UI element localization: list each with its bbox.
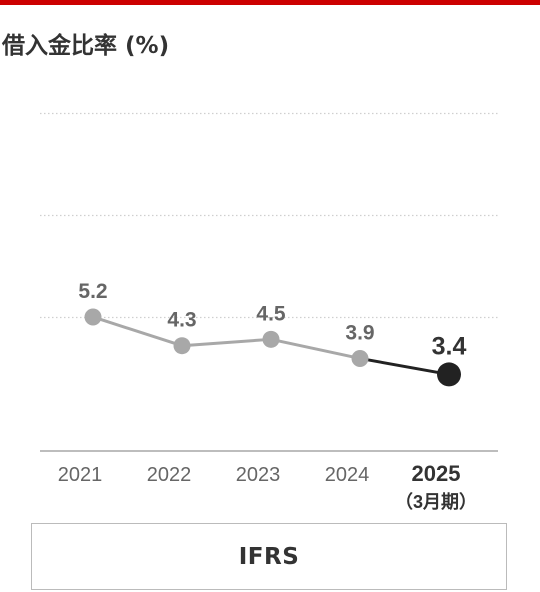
data-point-2025 <box>437 362 461 387</box>
data-label-2022: 4.3 <box>167 309 196 332</box>
x-tick-label-2024: 2024 <box>325 464 370 486</box>
x-tick-label-2021: 2021 <box>58 464 103 486</box>
line-segment-2022-2023 <box>180 337 273 348</box>
line-segment-2023-2024 <box>269 337 362 360</box>
accounting-standard-box: IFRS <box>31 523 507 590</box>
data-point-2021 <box>84 308 102 326</box>
data-label-2021: 5.2 <box>78 280 107 303</box>
accounting-standard-label: IFRS <box>238 543 300 570</box>
x-tick-label-2025: 2025 <box>412 461 461 486</box>
data-point-2023 <box>262 330 280 348</box>
line-chart: 5.2 4.3 4.5 3.9 3.4 2021 2022 2023 2024 2025 （3月期） <box>40 112 498 512</box>
chart-title: 借入金比率 (%) <box>2 33 170 59</box>
line-segment-2024-2025 <box>358 356 451 376</box>
x-tick-label-2023: 2023 <box>236 464 281 486</box>
data-point-2022 <box>173 337 191 355</box>
x-tick-label-2022: 2022 <box>147 464 192 486</box>
data-point-2024 <box>351 349 369 367</box>
data-label-2023: 4.5 <box>256 302 286 325</box>
line-segment-2021-2022 <box>91 315 184 348</box>
x-tick-sublabel-2025: （3月期） <box>395 492 477 512</box>
top-accent-rule <box>0 0 540 5</box>
data-label-2025: 3.4 <box>432 332 467 360</box>
data-label-2024: 3.9 <box>345 321 374 344</box>
